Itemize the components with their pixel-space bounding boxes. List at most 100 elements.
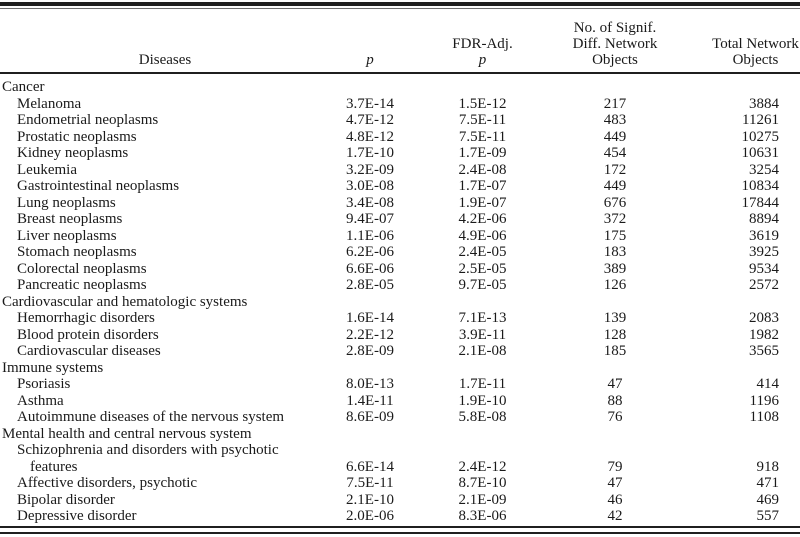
cell-signif-network-objects: 449: [603, 128, 627, 145]
cell-fdr-adj-p-value: 1.9E-10: [458, 392, 507, 409]
cell-disease: Asthma: [0, 393, 330, 410]
column-header-fdr-adj-p: FDR-Adj. p: [410, 9, 555, 74]
group-row: Cancer: [0, 73, 800, 96]
cell-disease: Cardiovascular diseases: [0, 343, 330, 360]
cell-fdr-adj-p-value: 1.5E-12: [458, 95, 507, 112]
cell-signif-network-objects: 483: [603, 112, 627, 128]
cell-fdr-adj-p-value: 7.5E-11: [458, 128, 507, 145]
cell-signif-network-objects: 183: [603, 244, 627, 260]
column-header-diseases: Diseases: [0, 9, 330, 74]
cell-fdr-adj-p-value: 1.9E-07: [458, 194, 507, 211]
group-row: Cardiovascular and hematologic systems: [0, 294, 800, 311]
disease-name: Kidney neoplasms: [17, 145, 129, 161]
table-row: Liver neoplasms 1.1E-06 4.9E-06 175 3619: [0, 228, 800, 245]
disease-name: Depressive disorder: [17, 508, 137, 524]
cell-p-value: 4.8E-12: [346, 128, 394, 145]
cell-signif-network-objects: 42: [607, 508, 623, 524]
table-body: Cancer Melanoma 3.7E-14 1.5E-12 217 3884 Endom…: [0, 73, 800, 525]
cell-fdr-adj-p-value: 8.3E-06: [458, 508, 507, 524]
cell-total-network-objects: 3565: [749, 343, 779, 359]
cell-disease: Psoriasis: [0, 376, 330, 393]
cell-signif-network-objects: 172: [603, 161, 627, 178]
disease-name: Affective disorders, psychotic: [17, 475, 198, 491]
cell-disease: Gastrointestinal neoplasms: [0, 178, 330, 195]
cell-signif-network-objects: 79: [607, 458, 623, 475]
cell-signif-network-objects: 126: [603, 277, 627, 293]
cell-p-value: 7.5E-11: [346, 475, 394, 491]
table-row: Prostatic neoplasms 4.8E-12 7.5E-11 449 1027…: [0, 129, 800, 146]
cell-disease: Endometrial neoplasms: [0, 112, 330, 129]
table-row: Colorectal neoplasms 6.6E-06 2.5E-05 389 953…: [0, 261, 800, 278]
header-row: Diseases p FDR-Adj. p No. of Signif. Dif…: [0, 9, 800, 74]
cell-p-value: 3.2E-09: [346, 161, 394, 178]
cell-disease: Lung neoplasms: [0, 195, 330, 212]
disease-name: Gastrointestinal neoplasms: [17, 178, 180, 194]
table-top-rule: [0, 2, 800, 9]
cell-total-network-objects: 3619: [749, 227, 779, 244]
cell-signif-network-objects: 389: [603, 260, 627, 277]
table-row: Pancreatic neoplasms 2.8E-05 9.7E-05 126 257…: [0, 277, 800, 294]
disease-name: Endometrial neoplasms: [17, 112, 159, 128]
cell-total-network-objects: 3254: [749, 161, 779, 178]
cell-total-network-objects: 8894: [749, 211, 779, 227]
signif-header-line1: No. of Signif.: [573, 20, 657, 36]
fdr-header-line1: FDR-Adj.: [452, 36, 513, 52]
cell-fdr-adj-p-value: 1.7E-07: [458, 178, 507, 194]
cell-disease: Bipolar disorder: [0, 492, 330, 509]
cell-total-network-objects: 1982: [749, 326, 779, 343]
disease-name: Lung neoplasms: [17, 194, 116, 211]
column-header-p: p: [330, 9, 410, 74]
group-label: Immune systems: [2, 359, 104, 376]
cell-disease: Kidney neoplasms: [0, 145, 330, 162]
cell-fdr-adj-p-value: 3.9E-11: [458, 326, 507, 343]
cell-disease: Pancreatic neoplasms: [0, 277, 330, 294]
cell-disease: Liver neoplasms: [0, 228, 330, 245]
group-label: Cardiovascular and hematologic systems: [2, 293, 248, 310]
cell-p-value: 2.8E-05: [346, 277, 394, 293]
disease-name: Melanoma: [17, 95, 82, 112]
total-header-line2: Objects: [732, 52, 779, 68]
cell-total-network-objects: 10275: [741, 128, 780, 145]
cell-fdr-adj-p-value: 7.1E-13: [458, 310, 507, 326]
cell-p-value: 6.2E-06: [346, 244, 394, 260]
cell-p-value: 8.6E-09: [346, 409, 394, 425]
cell-fdr-adj-p-value: 4.2E-06: [458, 211, 507, 227]
cell-total-network-objects: 918: [756, 458, 780, 475]
disease-name: Hemorrhagic disorders: [17, 310, 155, 326]
cell-total-network-objects: 414: [756, 376, 780, 392]
table-row: Breast neoplasms 9.4E-07 4.2E-06 372 8894: [0, 211, 800, 228]
cell-total-network-objects: 3925: [749, 244, 779, 260]
cell-signif-network-objects: 46: [607, 491, 623, 508]
cell-p-value: 1.1E-06: [346, 227, 394, 244]
disease-name: Asthma: [17, 392, 64, 409]
cell-signif-network-objects: 372: [603, 211, 627, 227]
cell-disease: Breast neoplasms: [0, 211, 330, 228]
cell-total-network-objects: 469: [756, 491, 780, 508]
cell-p-value: 9.4E-07: [346, 211, 394, 227]
disease-name: Autoimmune diseases of the nervous syste…: [17, 409, 285, 425]
cell-disease: Schizophrenia and disorders with psychot…: [0, 442, 330, 475]
group-row: Mental health and central nervous system: [0, 426, 800, 443]
cell-total-network-objects: 17844: [741, 194, 780, 211]
column-header-signif-network-objects: No. of Signif. Diff. Network Objects: [555, 9, 675, 74]
disease-name: Bipolar disorder: [17, 491, 115, 508]
disease-name: Pancreatic neoplasms: [17, 277, 147, 293]
group-label: Cancer: [2, 79, 45, 95]
cell-signif-network-objects: 88: [607, 392, 623, 409]
table-row: Gastrointestinal neoplasms 3.0E-08 1.7E-07…: [0, 178, 800, 195]
table-row: Bipolar disorder 2.1E-10 2.1E-09 46 469: [0, 492, 800, 509]
cell-signif-network-objects: 217: [603, 95, 627, 112]
table-row: Endometrial neoplasms 4.7E-12 7.5E-11 483 11…: [0, 112, 800, 129]
cell-p-value: 2.1E-10: [346, 491, 394, 508]
group-label: Mental health and central nervous system: [2, 425, 252, 442]
table-row: Hemorrhagic disorders 1.6E-14 7.1E-13 139 20…: [0, 310, 800, 327]
cell-signif-network-objects: 47: [607, 475, 623, 491]
disease-name: Blood protein disorders: [17, 326, 159, 343]
table-header: Diseases p FDR-Adj. p No. of Signif. Dif…: [0, 9, 800, 74]
signif-header-line2: Diff. Network: [572, 36, 658, 52]
cell-disease: Colorectal neoplasms: [0, 261, 330, 278]
cell-signif-network-objects: 139: [603, 310, 627, 326]
disease-name: Psoriasis: [17, 376, 71, 392]
cell-disease: Stomach neoplasms: [0, 244, 330, 261]
cell-p-value: 1.6E-14: [346, 310, 394, 326]
